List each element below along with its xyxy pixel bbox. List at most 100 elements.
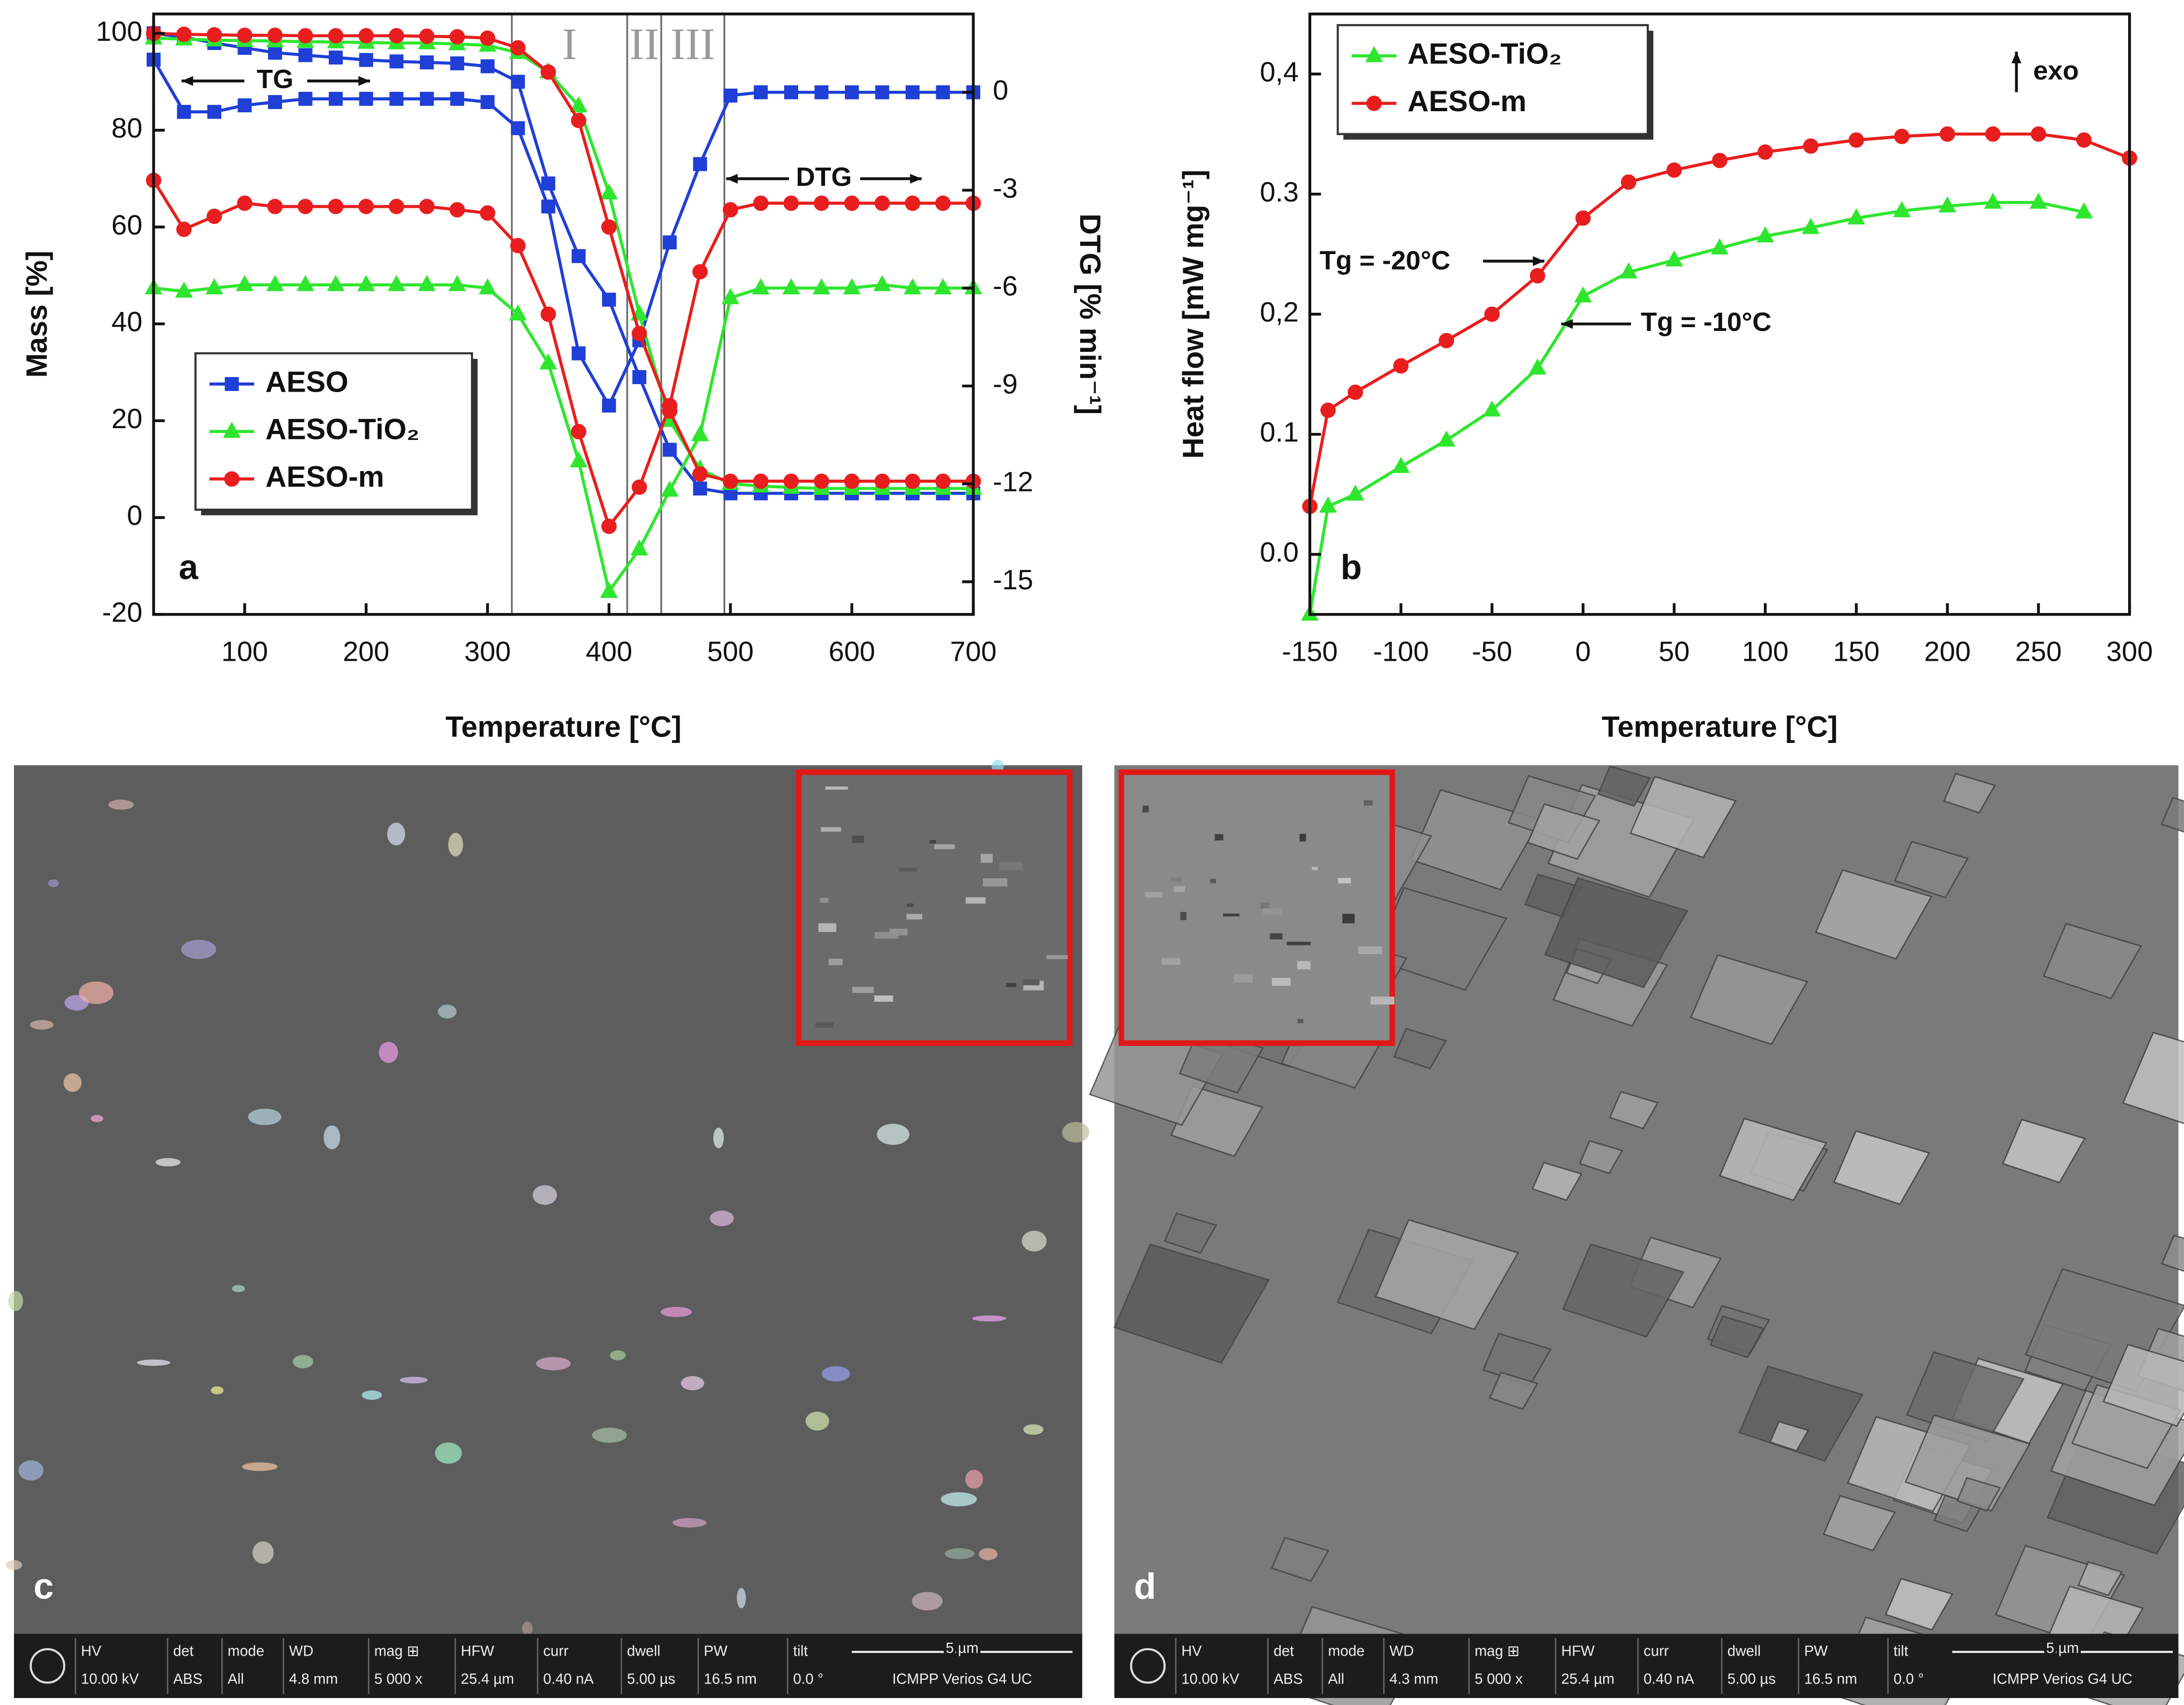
marker	[935, 196, 951, 211]
inset-texture	[1338, 878, 1351, 884]
fracture-facet	[1597, 765, 1651, 807]
info-header: mag ⊞	[1474, 1642, 1520, 1659]
x-axis-label: Temperature [°C]	[1602, 710, 1838, 743]
particle	[1022, 1230, 1047, 1252]
instrument: ICMPP Verios G4 UC	[1993, 1670, 2132, 1687]
info-header: dwell	[627, 1642, 660, 1659]
marker	[569, 96, 588, 112]
info-value: 0.0 °	[1893, 1670, 1923, 1687]
particle	[30, 1020, 54, 1030]
marker	[601, 518, 617, 534]
inset-texture	[1342, 914, 1355, 923]
inset-image	[796, 769, 1073, 1046]
instrument: ICMPP Verios G4 UC	[892, 1670, 1032, 1687]
marker	[1365, 46, 1383, 62]
region-label: II	[630, 19, 659, 69]
legend-box	[1336, 24, 1649, 135]
y-axis-label: Mass [%]	[20, 251, 53, 378]
x-tick-label: 400	[585, 636, 632, 667]
inset-texture	[1145, 892, 1163, 898]
marker	[1802, 218, 1820, 234]
fracture-facet	[2102, 1343, 2184, 1427]
fracture-facet	[1629, 776, 1737, 858]
marker	[1438, 333, 1455, 349]
y2-tick-label: -3	[993, 173, 1017, 204]
marker	[267, 199, 283, 214]
particle	[448, 833, 464, 857]
particle	[877, 1124, 910, 1145]
marker	[693, 481, 707, 496]
particle	[805, 1411, 829, 1431]
marker	[602, 398, 616, 413]
inset-texture	[1233, 974, 1253, 983]
x-tick-label: 150	[1833, 636, 1880, 667]
annotation: Tg = -20°C	[1320, 246, 1450, 276]
marker	[296, 274, 315, 291]
marker	[570, 424, 587, 439]
particle	[5, 1560, 23, 1570]
marker	[662, 235, 677, 250]
particle	[972, 1315, 1007, 1321]
inset-texture	[1180, 912, 1187, 920]
particle	[48, 879, 59, 887]
inset-texture	[828, 958, 843, 965]
marker	[844, 473, 860, 489]
info-header: PW	[704, 1642, 727, 1659]
arrow-head	[726, 174, 738, 184]
particle	[979, 1548, 998, 1560]
marker	[237, 196, 252, 211]
marker	[511, 121, 525, 135]
inset-texture	[825, 786, 848, 790]
marker	[1711, 238, 1729, 255]
x-tick-label: 250	[2015, 636, 2062, 667]
panel-letter: d	[1134, 1566, 1156, 1607]
y-tick-label: 80	[111, 113, 142, 144]
marker	[1320, 402, 1336, 418]
particle	[944, 1548, 975, 1559]
particle	[672, 1518, 707, 1528]
marker	[814, 473, 829, 489]
marker	[540, 306, 556, 322]
y2-tick-label: -15	[993, 565, 1033, 596]
marker	[389, 91, 404, 106]
fracture-facet	[1893, 841, 1969, 899]
info-header: mode	[1328, 1642, 1364, 1659]
inset-texture	[1142, 805, 1149, 813]
plot-frame	[152, 12, 975, 616]
y-tick-label: -20	[102, 597, 142, 628]
arrow-head	[1561, 319, 1573, 329]
arrow-head	[181, 76, 193, 86]
info-value: 5 000 x	[1474, 1670, 1523, 1687]
particle	[323, 1125, 341, 1150]
marker	[1437, 430, 1456, 447]
annotation: TG	[257, 64, 294, 94]
marker	[358, 199, 374, 214]
marker	[268, 46, 283, 60]
inset-texture	[1370, 996, 1395, 1005]
marker	[449, 202, 465, 218]
series-line	[152, 179, 974, 530]
marker	[569, 451, 588, 467]
marker	[509, 304, 527, 321]
fracture-facet	[2077, 1561, 2123, 1596]
fracture-facet	[1719, 1117, 1827, 1202]
annotation: DTG	[796, 162, 852, 192]
info-value: All	[228, 1670, 244, 1687]
particle	[736, 1587, 746, 1609]
fracture-facet	[1562, 1243, 1684, 1338]
marker	[449, 29, 465, 45]
marker	[388, 199, 404, 214]
marker	[754, 85, 768, 99]
inset-texture	[1214, 834, 1224, 841]
inset-texture	[1297, 961, 1311, 970]
marker	[357, 274, 375, 291]
particle	[532, 1185, 557, 1205]
marker	[874, 196, 890, 211]
inset-texture	[999, 862, 1023, 870]
info-header: mode	[228, 1642, 264, 1659]
info-value: 0.40 nA	[543, 1670, 594, 1687]
marker	[1621, 174, 1637, 190]
marker	[329, 50, 343, 65]
marker	[359, 53, 373, 67]
